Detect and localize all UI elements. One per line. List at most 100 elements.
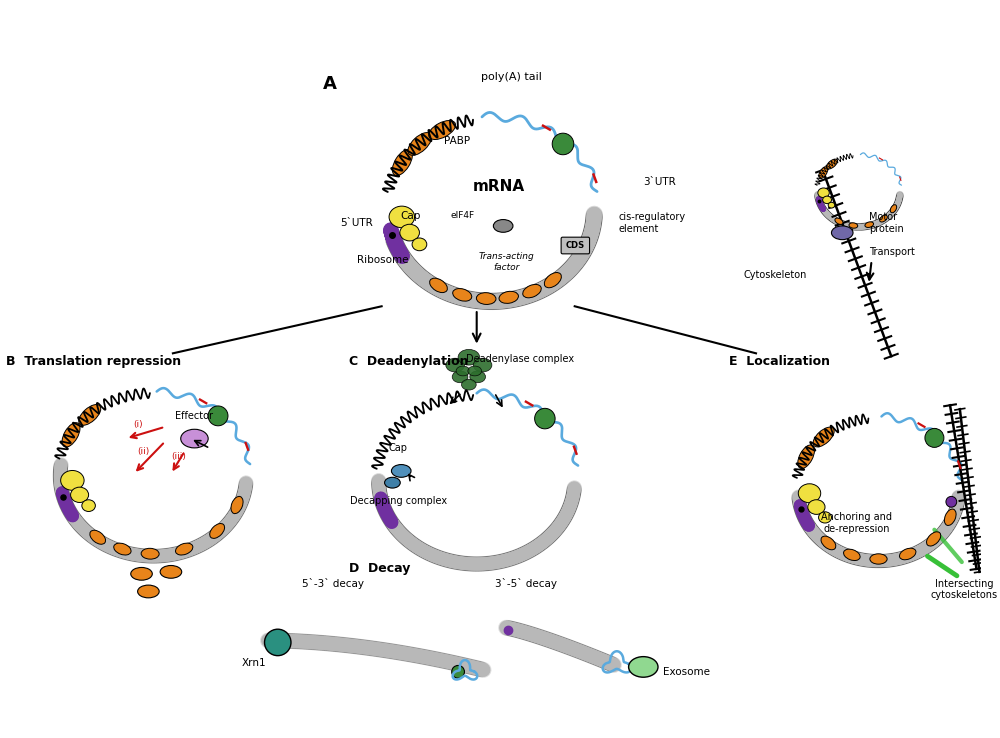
Ellipse shape [452, 666, 464, 678]
Text: E  Localization: E Localization [729, 355, 830, 368]
Ellipse shape [210, 523, 225, 539]
Ellipse shape [865, 222, 874, 227]
Ellipse shape [493, 219, 513, 232]
Ellipse shape [181, 430, 208, 448]
Ellipse shape [231, 497, 243, 514]
Ellipse shape [819, 167, 828, 179]
Ellipse shape [844, 549, 860, 561]
Ellipse shape [71, 487, 89, 503]
Ellipse shape [899, 548, 916, 559]
Text: eIF4F: eIF4F [450, 211, 474, 220]
Ellipse shape [798, 445, 814, 469]
Ellipse shape [823, 196, 831, 204]
Ellipse shape [453, 289, 472, 301]
Text: PABP: PABP [444, 136, 470, 145]
Text: 3`UTR: 3`UTR [643, 177, 676, 187]
Ellipse shape [385, 477, 400, 488]
Text: Cytoskeleton: Cytoskeleton [744, 270, 807, 280]
Text: (iii): (iii) [171, 452, 186, 461]
Ellipse shape [523, 284, 541, 298]
Ellipse shape [429, 120, 456, 139]
Text: Deadenylase complex: Deadenylase complex [466, 354, 574, 364]
Text: (ii): (ii) [137, 446, 150, 456]
Ellipse shape [927, 532, 941, 546]
Ellipse shape [826, 159, 837, 169]
Ellipse shape [798, 484, 821, 503]
Ellipse shape [473, 358, 492, 372]
Ellipse shape [408, 133, 432, 155]
Ellipse shape [392, 149, 412, 176]
Ellipse shape [849, 223, 858, 228]
Ellipse shape [470, 371, 486, 383]
Text: Motor
protein: Motor protein [869, 213, 903, 234]
Ellipse shape [813, 427, 834, 447]
FancyBboxPatch shape [561, 237, 590, 254]
Ellipse shape [131, 568, 152, 580]
Text: A: A [323, 75, 337, 93]
Ellipse shape [141, 548, 159, 559]
Ellipse shape [821, 536, 836, 550]
Text: Cap: Cap [400, 211, 421, 221]
Ellipse shape [61, 470, 84, 490]
Ellipse shape [446, 358, 464, 372]
Text: 5`UTR: 5`UTR [340, 218, 373, 228]
Text: (i): (i) [133, 421, 142, 430]
Ellipse shape [944, 509, 956, 525]
Text: Decapping complex: Decapping complex [350, 497, 447, 506]
Ellipse shape [114, 543, 131, 555]
Ellipse shape [476, 293, 496, 305]
Ellipse shape [925, 428, 944, 447]
Text: Trans-acting
factor: Trans-acting factor [478, 252, 534, 272]
Text: C  Deadenylation: C Deadenylation [349, 355, 469, 368]
Text: Effector: Effector [175, 411, 213, 421]
Text: B  Translation repression: B Translation repression [6, 355, 181, 368]
Text: Xrn1: Xrn1 [242, 658, 267, 668]
Text: 3`-5` decay: 3`-5` decay [495, 578, 557, 589]
Ellipse shape [138, 585, 159, 598]
Ellipse shape [629, 657, 658, 677]
Ellipse shape [535, 408, 555, 429]
Ellipse shape [946, 497, 957, 507]
Ellipse shape [82, 500, 95, 511]
Ellipse shape [452, 371, 468, 383]
Ellipse shape [828, 202, 835, 208]
Text: Transport: Transport [869, 247, 915, 258]
Ellipse shape [462, 379, 476, 390]
Ellipse shape [818, 188, 829, 198]
Text: Cap: Cap [389, 444, 408, 453]
Ellipse shape [176, 543, 193, 555]
Ellipse shape [819, 512, 831, 523]
Ellipse shape [808, 500, 825, 514]
Text: Ribosome: Ribosome [357, 255, 408, 265]
Ellipse shape [160, 565, 182, 579]
Ellipse shape [265, 630, 291, 655]
Ellipse shape [62, 423, 80, 447]
Ellipse shape [400, 224, 419, 241]
Ellipse shape [499, 292, 518, 303]
Ellipse shape [391, 464, 411, 477]
Text: 5`-3` decay: 5`-3` decay [302, 578, 364, 589]
Ellipse shape [458, 349, 480, 365]
Text: CDS: CDS [566, 241, 585, 250]
Ellipse shape [831, 226, 853, 240]
Ellipse shape [389, 206, 415, 228]
Ellipse shape [430, 278, 447, 292]
Ellipse shape [835, 218, 843, 224]
Text: Anchoring and
de-repression: Anchoring and de-repression [821, 512, 892, 534]
Ellipse shape [552, 133, 574, 155]
Text: Intersecting
cytoskeletons: Intersecting cytoskeletons [930, 579, 997, 600]
Text: mRNA: mRNA [473, 179, 525, 194]
Ellipse shape [412, 238, 427, 251]
Ellipse shape [880, 215, 887, 222]
Ellipse shape [208, 406, 228, 426]
Text: D  Decay: D Decay [349, 562, 411, 576]
Ellipse shape [79, 404, 101, 425]
Text: poly(A) tail: poly(A) tail [481, 72, 541, 82]
Ellipse shape [890, 204, 897, 213]
Ellipse shape [544, 272, 561, 288]
Text: Exosome: Exosome [663, 667, 710, 677]
Ellipse shape [456, 366, 470, 376]
Ellipse shape [870, 554, 887, 564]
Text: cis-regulatory
element: cis-regulatory element [619, 213, 686, 234]
Ellipse shape [468, 366, 482, 376]
